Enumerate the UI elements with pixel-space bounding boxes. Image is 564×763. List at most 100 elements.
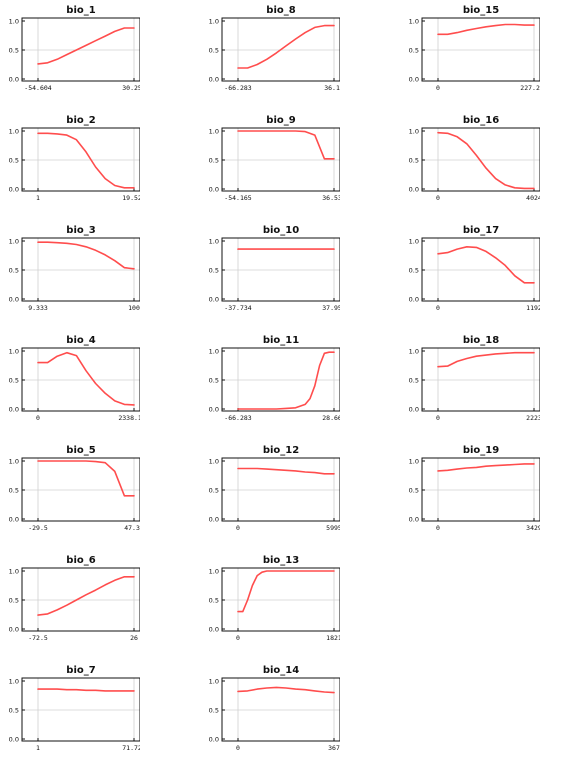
x-tick-label: 19.529	[122, 194, 140, 202]
x-tick-label: 2338.171	[118, 414, 140, 422]
plot-frame	[221, 237, 340, 302]
x-tick-label: 4024	[526, 194, 540, 202]
chart-panel-bio-11: bio_11 0.0 0.5 1.0 -66.283 28.667	[200, 333, 340, 433]
response-curve	[237, 351, 335, 410]
plot-frame	[421, 347, 540, 412]
y-tick-label: 1.0	[409, 458, 419, 466]
chart-plot: 0.0 0.5 1.0 -66.283 36.12	[209, 17, 340, 92]
y-tick-label: 1.0	[9, 128, 19, 136]
plot-frame	[21, 17, 140, 82]
chart-panel-bio-5: bio_5 0.0 0.5 1.0 -29.5 47.36	[0, 443, 140, 543]
chart-title: bio_7	[66, 665, 96, 676]
chart-title: bio_4	[66, 335, 96, 346]
response-curve	[37, 460, 135, 497]
chart-plot: 0.0 0.5 1.0 -66.283 28.667	[209, 347, 340, 422]
y-tick-label: 1.0	[209, 238, 219, 246]
response-curve	[37, 688, 135, 692]
plot-frame	[221, 127, 340, 192]
y-tick-label: 0.0	[209, 736, 219, 744]
chart-panel-bio-14: bio_14 0.0 0.5 1.0 0 367	[200, 663, 340, 763]
chart-panel-bio-6: bio_6 0.0 0.5 1.0 -72.5 26	[0, 553, 140, 653]
chart-title: bio_11	[262, 335, 300, 346]
chart-title: bio_3	[66, 225, 96, 236]
y-tick-label: 0.0	[209, 76, 219, 84]
response-curve	[237, 686, 335, 694]
y-tick-label: 0.0	[409, 406, 419, 414]
chart-title: bio_17	[462, 225, 500, 236]
chart-plot: 0.0 0.5 1.0 -72.5 26	[9, 567, 140, 642]
x-tick-label: 0	[236, 744, 240, 752]
x-tick-label: 0	[436, 84, 440, 92]
y-tick-label: 1.0	[209, 678, 219, 686]
y-tick-label: 0.0	[409, 186, 419, 194]
chart-title: bio_12	[262, 445, 300, 456]
y-tick-label: 0.5	[409, 377, 419, 385]
plot-frame	[421, 127, 540, 192]
x-tick-label: 0	[436, 414, 440, 422]
chart-title: bio_19	[462, 445, 500, 456]
x-tick-label: 367	[328, 744, 340, 752]
response-curve	[437, 23, 535, 36]
x-tick-label: 47.36	[124, 524, 140, 532]
response-curve	[437, 463, 535, 472]
y-tick-label: 0.0	[209, 186, 219, 194]
y-tick-label: 0.0	[209, 626, 219, 634]
y-tick-label: 1.0	[209, 458, 219, 466]
chart-plot: 0.0 0.5 1.0 -37.734 37.952	[209, 237, 340, 312]
chart-title: bio_14	[262, 665, 300, 676]
y-tick-label: 0.0	[9, 296, 19, 304]
x-tick-label: -66.283	[224, 414, 251, 422]
x-tick-label: 2223	[526, 414, 540, 422]
chart-title: bio_2	[66, 115, 96, 126]
plot-frame	[21, 347, 140, 412]
x-tick-label: 0	[36, 414, 40, 422]
y-tick-label: 1.0	[9, 18, 19, 26]
y-tick-label: 0.0	[209, 516, 219, 524]
chart-plot: 0.0 0.5 1.0 0 1821	[209, 567, 340, 642]
y-tick-label: 1.0	[209, 18, 219, 26]
y-tick-label: 1.0	[409, 348, 419, 356]
x-tick-label: 100	[128, 304, 140, 312]
y-tick-label: 0.5	[209, 487, 219, 495]
chart-panel-bio-18: bio_18 0.0 0.5 1.0 0 2223	[400, 333, 540, 433]
chart-title: bio_9	[266, 115, 296, 126]
x-tick-label: 1	[36, 744, 40, 752]
y-tick-label: 0.5	[9, 377, 19, 385]
x-tick-label: 0	[436, 524, 440, 532]
response-curve	[37, 241, 135, 270]
chart-plot: 0.0 0.5 1.0 0 227.263	[409, 17, 540, 92]
chart-plot: 0.0 0.5 1.0 -29.5 47.36	[9, 457, 140, 532]
y-tick-label: 1.0	[209, 348, 219, 356]
chart-plot: 0.0 0.5 1.0 1 71.724	[9, 677, 140, 752]
response-curve	[37, 27, 135, 65]
x-tick-label: -66.283	[224, 84, 251, 92]
x-tick-label: 37.952	[322, 304, 340, 312]
chart-plot: 0.0 0.5 1.0 1 19.529	[9, 127, 140, 202]
y-tick-label: 0.5	[209, 707, 219, 715]
x-tick-label: 5995	[326, 524, 340, 532]
y-tick-label: 0.5	[409, 487, 419, 495]
plot-frame	[21, 237, 140, 302]
y-tick-label: 1.0	[9, 678, 19, 686]
y-tick-label: 0.0	[9, 186, 19, 194]
chart-panel-bio-7: bio_7 0.0 0.5 1.0 1 71.724	[0, 663, 140, 763]
plot-frame	[21, 127, 140, 192]
chart-title: bio_15	[462, 5, 500, 16]
y-tick-label: 0.5	[409, 267, 419, 275]
x-tick-label: 0	[436, 304, 440, 312]
y-tick-label: 0.0	[9, 626, 19, 634]
chart-plot: 0.0 0.5 1.0 0 1192	[409, 237, 540, 312]
y-tick-label: 0.5	[9, 267, 19, 275]
x-tick-label: 36.12	[324, 84, 340, 92]
y-tick-label: 0.5	[409, 157, 419, 165]
y-tick-label: 0.5	[209, 157, 219, 165]
chart-plot: 0.0 0.5 1.0 0 3429	[409, 457, 540, 532]
x-tick-label: -54.604	[24, 84, 51, 92]
chart-plot: 0.0 0.5 1.0 0 4024	[409, 127, 540, 202]
response-curve	[237, 467, 335, 475]
x-tick-label: 0	[236, 634, 240, 642]
x-tick-label: 1821	[326, 634, 340, 642]
chart-plot: 0.0 0.5 1.0 0 5995	[209, 457, 340, 532]
response-curve	[437, 351, 535, 368]
chart-plot: 0.0 0.5 1.0 0 2223	[409, 347, 540, 422]
